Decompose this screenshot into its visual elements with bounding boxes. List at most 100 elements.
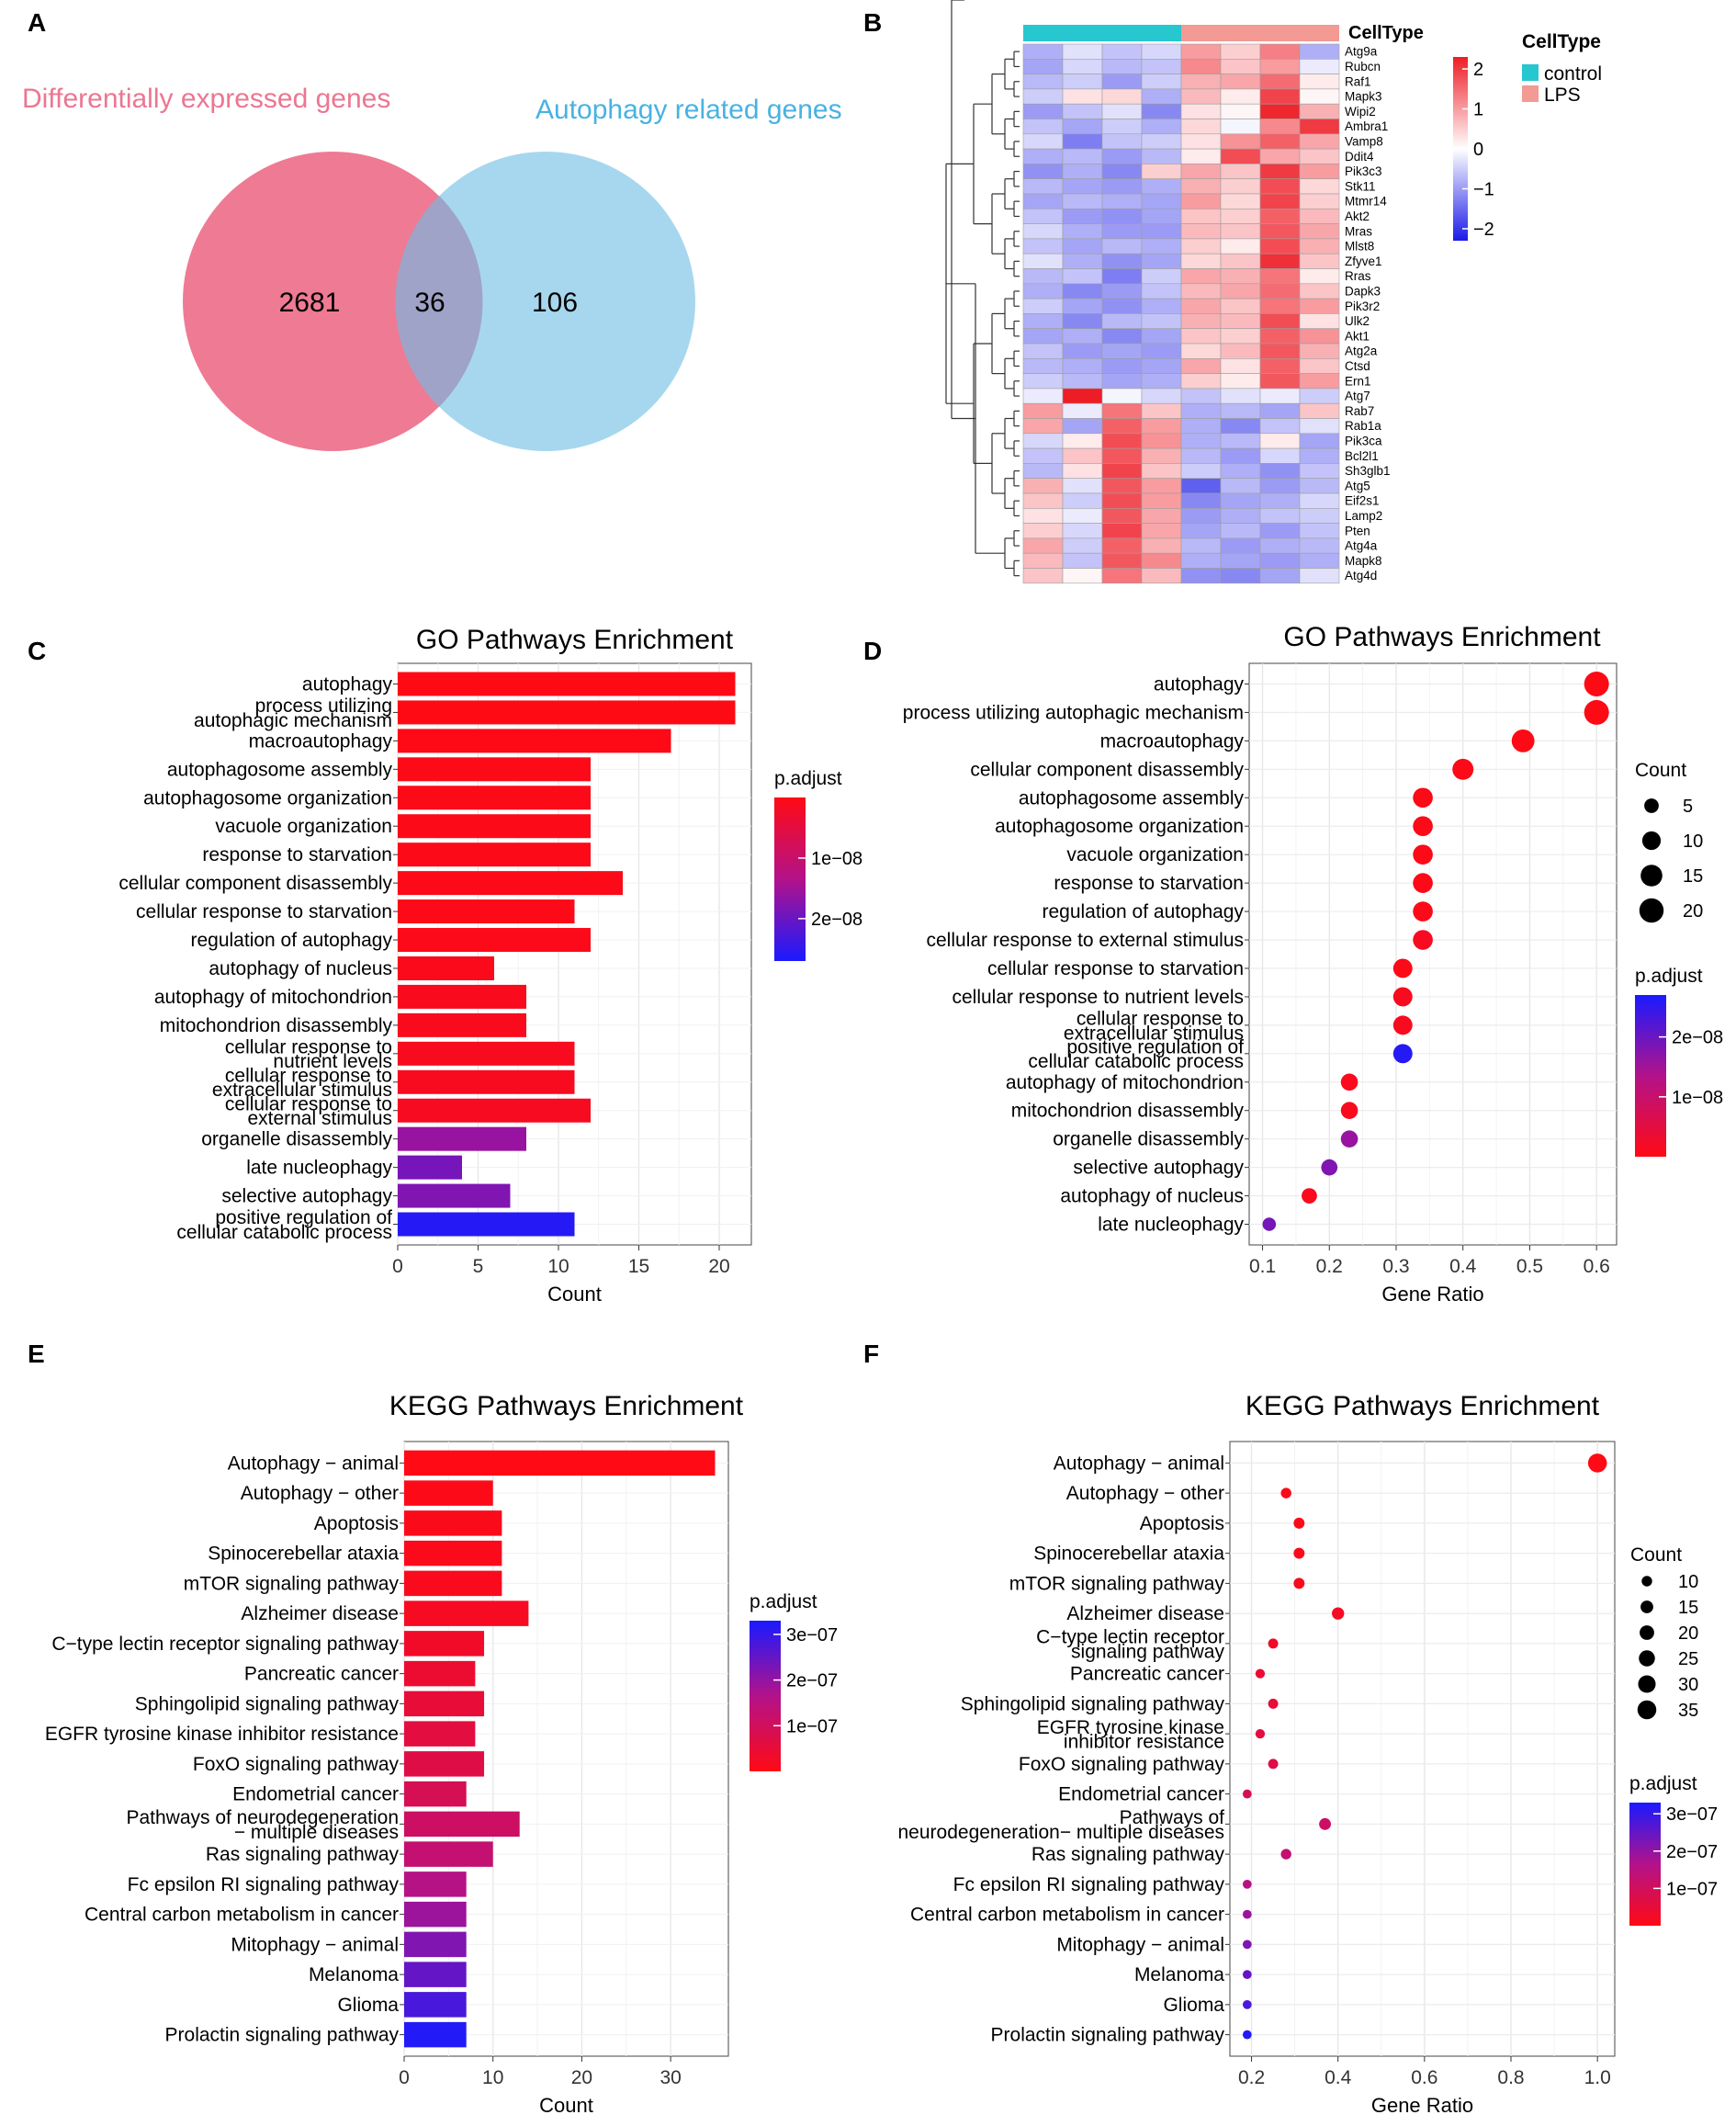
bar: [398, 1041, 575, 1066]
heatmap-cell: [1141, 492, 1182, 509]
bar: [398, 757, 591, 782]
heatmap-cell: [1141, 523, 1182, 539]
heatmap-cell: [1022, 164, 1064, 179]
category-label: autophagy of nucleus: [209, 958, 392, 979]
x-tick-label: 0: [392, 1256, 403, 1277]
dot: [1293, 1578, 1305, 1589]
heatmap-cell: [1299, 568, 1340, 584]
heatmap-cell: [1101, 43, 1143, 60]
heatmap-cell: [1062, 283, 1103, 300]
dot: [1302, 1188, 1317, 1204]
heatmap-cell: [1259, 373, 1301, 390]
dot: [1242, 2030, 1252, 2040]
x-tick-label: 0.1: [1249, 1256, 1276, 1277]
heatmap-cell: [1062, 193, 1103, 209]
heatmap-cell: [1101, 507, 1143, 524]
heatmap-cell: [1022, 283, 1064, 300]
x-tick-label: 10: [547, 1256, 569, 1277]
legend-tick-label: 2e−07: [786, 1671, 838, 1691]
heatmap-cell: [1299, 402, 1340, 419]
heatmap-cell: [1141, 552, 1182, 569]
x-tick-label: 0.8: [1497, 2067, 1524, 2088]
heatmap-cell: [1101, 418, 1143, 435]
heatmap-cell: [1220, 59, 1261, 74]
annotation-title: CellType: [1348, 23, 1424, 43]
heatmap-cell: [1259, 298, 1301, 314]
heatmap-cell: [1101, 343, 1143, 359]
size-legend-label: 15: [1683, 866, 1703, 887]
category-label: cellular response to external stimulus: [927, 930, 1245, 951]
heatmap-cell: [1062, 478, 1103, 494]
category-label: Sphingolipid signaling pathway: [961, 1693, 1225, 1714]
gene-label: Atg4d: [1345, 569, 1377, 582]
heatmap-cell: [1022, 298, 1064, 314]
bar: [398, 842, 591, 867]
heatmap-cell: [1062, 447, 1103, 464]
bar: [404, 1841, 493, 1867]
category-label: Spinocerebellar ataxia: [208, 1544, 399, 1565]
legend-title: p.adjust: [774, 768, 842, 789]
heatmap-colorbar-ticks: 2 1 0 −1 −2: [1462, 60, 1494, 240]
heatmap-cell: [1220, 178, 1261, 195]
row-dendrogram: [945, 0, 1020, 577]
plot-area: [1248, 662, 1618, 1246]
color-legend-title: p.adjust: [1629, 1773, 1697, 1794]
heatmap-cell: [1220, 148, 1261, 164]
gene-label: Ulk2: [1345, 314, 1370, 328]
venn-count-intersection: 36: [414, 288, 445, 318]
heatmap-cell: [1180, 103, 1222, 119]
heatmap-cell: [1299, 357, 1340, 374]
heatmap-cell: [1299, 537, 1340, 554]
gene-label: Rubcn: [1345, 60, 1381, 74]
heatmap-cell: [1022, 507, 1064, 524]
annotation-cell-LPS: [1300, 25, 1339, 41]
gene-label: Raf1: [1345, 74, 1371, 88]
heatmap-cell: [1022, 492, 1064, 509]
heatmap-cell: [1062, 402, 1103, 419]
category-label: selective autophagy: [1073, 1158, 1244, 1179]
heatmap-cell: [1062, 343, 1103, 359]
dot: [1293, 1547, 1305, 1559]
heatmap-cell: [1022, 552, 1064, 569]
heatmap-cell: [1022, 88, 1064, 105]
heatmap-cells: [1022, 43, 1340, 584]
heatmap-cell: [1062, 328, 1103, 345]
heatmap-cell: [1062, 74, 1103, 90]
gene-label: Mras: [1345, 224, 1372, 238]
heatmap-cell: [1101, 552, 1143, 569]
heatmap-cell: [1022, 209, 1064, 224]
heatmap-cell: [1180, 552, 1222, 569]
heatmap-cell: [1299, 313, 1340, 329]
heatmap-cell: [1299, 343, 1340, 359]
bar: [398, 700, 736, 725]
size-legend-label: 35: [1678, 1701, 1698, 1721]
heatmap-cell: [1220, 537, 1261, 554]
heatmap-cell: [1101, 447, 1143, 464]
size-legend-dot: [1641, 1576, 1652, 1587]
heatmap-cell: [1141, 357, 1182, 374]
bar: [398, 956, 494, 980]
heatmap-cell: [1180, 492, 1222, 509]
heatmap-cell: [1299, 463, 1340, 479]
heatmap-cell: [1101, 119, 1143, 135]
heatmap-cell: [1259, 209, 1301, 224]
heatmap-cell: [1299, 103, 1340, 119]
x-tick-label: 10: [482, 2067, 503, 2088]
category-label: Alzheimer disease: [1066, 1603, 1224, 1624]
size-legend-dot: [1640, 1600, 1653, 1613]
heatmap-cell: [1259, 253, 1301, 269]
heatmap-cell: [1220, 133, 1261, 150]
heatmap-cell: [1022, 43, 1064, 60]
size-legend-dot: [1640, 1625, 1654, 1640]
heatmap-cell: [1299, 523, 1340, 539]
panel-label-b: B: [863, 8, 882, 37]
category-label: Autophagy − animal: [1054, 1453, 1224, 1474]
heatmap-cell: [1141, 537, 1182, 554]
heatmap-cell: [1022, 133, 1064, 150]
category-label: FoxO signaling pathway: [193, 1754, 400, 1775]
celltype-annotation-bar: [1023, 25, 1339, 41]
bar: [398, 899, 575, 924]
venn-label-deg: Differentially expressed genes: [22, 84, 390, 114]
category-label-line: cellular response to: [1077, 1009, 1244, 1030]
